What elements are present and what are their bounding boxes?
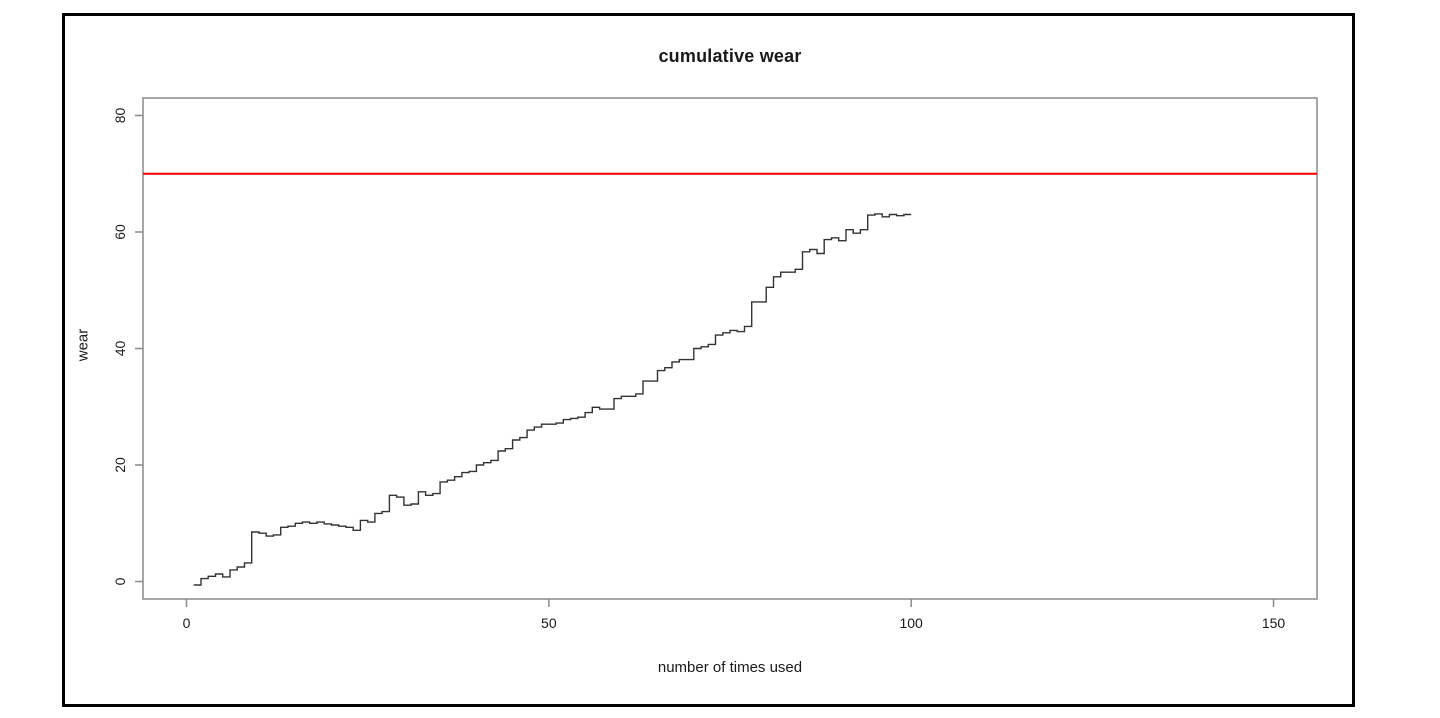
wear-step-line: [193, 213, 912, 586]
y-tick-label: 20: [112, 457, 128, 473]
x-tick-label: 50: [541, 615, 557, 631]
y-tick-label: 40: [112, 341, 128, 357]
x-tick-label: 150: [1262, 615, 1286, 631]
y-axis-label: wear: [74, 328, 92, 362]
chart-title: cumulative wear: [658, 46, 802, 66]
y-tick-label: 60: [112, 224, 128, 240]
x-tick-label: 0: [183, 615, 191, 631]
x-tick-label: 100: [899, 615, 923, 631]
x-axis-label: number of times used: [657, 659, 803, 676]
y-tick-label: 0: [112, 577, 128, 585]
y-tick-label: 80: [112, 107, 128, 123]
plot-window: [62, 13, 1355, 707]
